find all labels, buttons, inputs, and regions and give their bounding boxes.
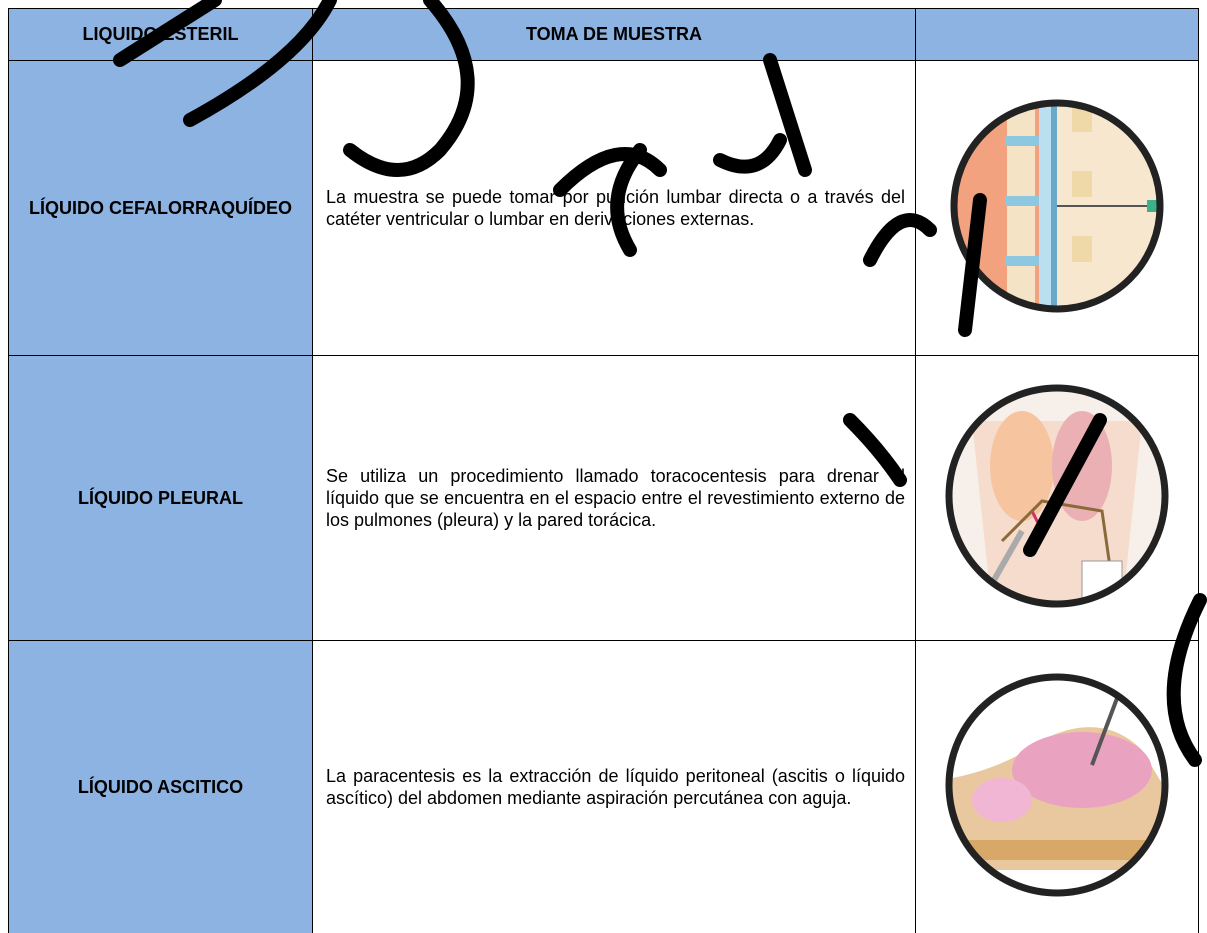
header-cell: LIQUIDO ESTERIL [8, 8, 313, 61]
fluid-name: LÍQUIDO ASCITICO [8, 640, 313, 933]
abdomen-illustration [945, 673, 1169, 896]
header-cell: TOMA DE MUESTRA [312, 8, 916, 61]
row: LÍQUIDO CEFALORRAQUÍDEO La muestra se pu… [8, 60, 1199, 356]
illustration-cell [915, 355, 1199, 641]
fluid-description: La paracentesis es la extracción de líqu… [312, 640, 916, 933]
fluid-name: LÍQUIDO CEFALORRAQUÍDEO [8, 60, 313, 356]
fluid-description: Se utiliza un procedimiento llamado tora… [312, 355, 916, 641]
illustration-cell [915, 640, 1199, 933]
row: LÍQUIDO ASCITICO La paracentesis es la e… [8, 640, 1199, 933]
row: LÍQUIDO PLEURAL Se utiliza un procedimie… [8, 355, 1199, 641]
fluid-name: LÍQUIDO PLEURAL [8, 355, 313, 641]
thorax-illustration [945, 384, 1169, 607]
illustration-cell [915, 60, 1199, 356]
header-row: LIQUIDO ESTERIL TOMA DE MUESTRA [8, 8, 1199, 61]
fluid-description: La muestra se puede tomar por punción lu… [312, 60, 916, 356]
sample-table: LIQUIDO ESTERIL TOMA DE MUESTRA LÍQUIDO … [8, 8, 1199, 933]
spine-illustration [950, 99, 1164, 312]
header-cell [915, 8, 1199, 61]
